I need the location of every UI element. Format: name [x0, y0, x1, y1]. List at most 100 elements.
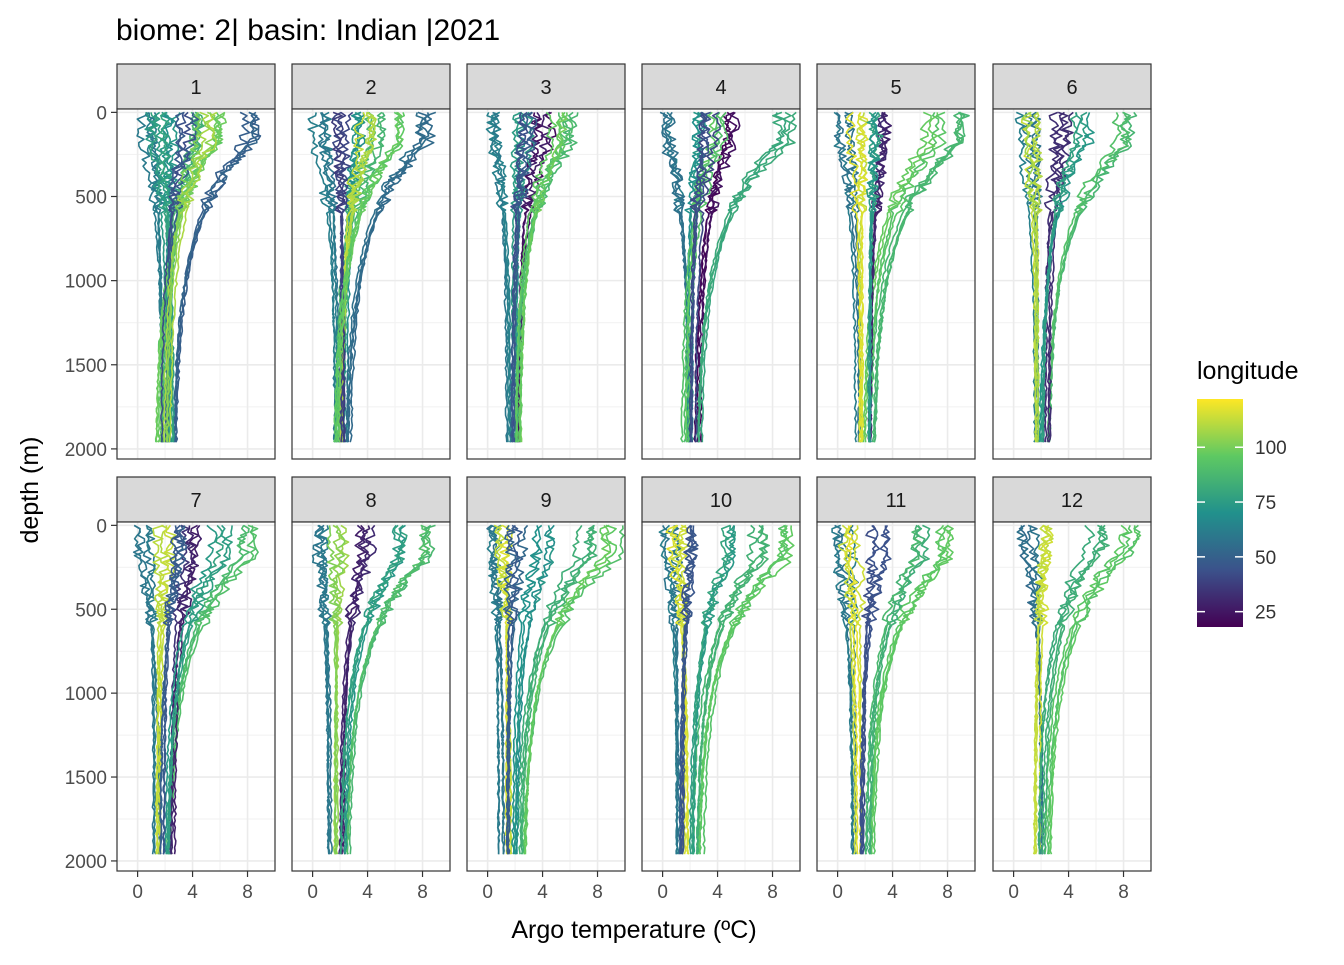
- profile-line: [868, 524, 946, 855]
- profile-line: [175, 111, 260, 443]
- panel-grid: [292, 522, 451, 871]
- profile-line: [326, 525, 340, 855]
- profile-line: [485, 112, 512, 443]
- legend-title: longitude: [1197, 357, 1298, 385]
- facet-panel: 9 0 4 8: [466, 476, 626, 903]
- profile-line: [522, 524, 618, 855]
- facet-panel: 5: [816, 63, 976, 460]
- profile-line: [861, 524, 878, 855]
- profile-line: [347, 112, 430, 443]
- profile-line: [509, 111, 538, 443]
- profile-line: [344, 112, 427, 443]
- profile-line: [1047, 524, 1129, 855]
- y-tick-label: 1500: [65, 356, 107, 377]
- facet-strip-label: 9: [540, 490, 551, 512]
- legend: longitude 25 50 75 100: [1197, 357, 1298, 627]
- facet-panel: 11 0 4 8: [816, 476, 976, 903]
- y-tick-label: 1500: [65, 768, 107, 789]
- profile-line: [339, 524, 406, 855]
- facet-panel: 3: [466, 63, 626, 460]
- x-tick-label: 4: [1063, 882, 1074, 903]
- panel-border: [466, 108, 626, 460]
- y-tick-label: 500: [75, 600, 107, 621]
- facet-strip-label: 1: [190, 77, 201, 99]
- x-tick-label: 8: [592, 882, 603, 903]
- panel-border: [992, 521, 1152, 872]
- profile-line: [837, 524, 857, 855]
- profile-line: [172, 111, 259, 443]
- profile-line: [520, 524, 598, 855]
- profile-lines: [485, 111, 579, 443]
- panel-background: [467, 109, 625, 459]
- facet-strip: [116, 63, 276, 110]
- facet-panel: 8 0 4 8: [291, 476, 451, 903]
- x-tick-label: 4: [187, 882, 198, 903]
- profile-line: [681, 525, 699, 855]
- profile-line: [1046, 112, 1132, 443]
- facet-strip-label: 5: [890, 77, 901, 99]
- profile-line: [698, 525, 790, 855]
- panel-background: [117, 522, 275, 871]
- profile-line: [158, 525, 177, 855]
- facet-strip: [816, 63, 976, 110]
- profile-line: [660, 524, 682, 855]
- profile-line: [1041, 112, 1083, 443]
- profile-line: [695, 525, 768, 855]
- x-tick-label: 4: [537, 882, 548, 903]
- profile-line: [1037, 524, 1096, 855]
- profile-line: [165, 111, 216, 443]
- facet-strip-label: 6: [1066, 77, 1077, 99]
- profile-line: [518, 524, 598, 855]
- y-tick-label: 2000: [65, 852, 107, 873]
- profile-line: [868, 524, 926, 855]
- facet-strip: [992, 63, 1152, 110]
- profile-line: [678, 525, 696, 855]
- profile-line: [856, 111, 870, 443]
- profile-line: [157, 112, 221, 443]
- colorbar-tick-label: 25: [1255, 603, 1276, 624]
- panel-border: [641, 521, 801, 872]
- profile-line: [694, 111, 721, 443]
- facet-panel: 7 0 500 1000 1500 2000 0 4 8: [65, 476, 276, 903]
- panel-grid: [467, 522, 626, 871]
- profile-line: [311, 524, 331, 855]
- panel-border: [291, 521, 451, 872]
- facet-panel: 4: [641, 63, 801, 460]
- facet-strip: [992, 476, 1152, 523]
- colorbar-tick-label: 75: [1255, 493, 1276, 514]
- x-tick-label: 0: [832, 882, 843, 903]
- profile-line: [689, 111, 712, 443]
- profile-line: [698, 524, 789, 855]
- profile-line: [314, 524, 333, 855]
- facet-strip: [466, 476, 626, 523]
- profile-line: [515, 524, 556, 855]
- profile-line: [867, 112, 880, 443]
- facet-strip-label: 8: [365, 490, 376, 512]
- profile-line: [307, 112, 338, 443]
- profile-line: [338, 524, 369, 855]
- facet-panel: 10 0 4 8: [641, 476, 801, 903]
- profile-line: [873, 111, 964, 443]
- profile-lines: [136, 111, 262, 443]
- colorbar: [1197, 399, 1243, 627]
- facet-strip-label: 11: [886, 490, 907, 512]
- facet-strip-label: 10: [710, 490, 732, 512]
- facet-strip: [641, 63, 801, 110]
- panel-background: [467, 522, 625, 871]
- colorbar-tick-label: 50: [1255, 548, 1276, 569]
- x-tick-label: 8: [1118, 882, 1129, 903]
- facet-strip: [291, 476, 451, 523]
- profile-line: [348, 524, 432, 855]
- profile-lines: [486, 524, 625, 855]
- profile-line: [870, 524, 955, 855]
- profile-lines: [1016, 524, 1142, 855]
- profile-line: [831, 524, 854, 855]
- chart-title: biome: 2| basin: Indian |2021: [116, 14, 500, 47]
- facet-strip-label: 7: [190, 490, 201, 512]
- panel-border: [116, 521, 276, 872]
- y-tick-label: 0: [96, 103, 107, 124]
- panel-border: [816, 108, 976, 460]
- profile-line: [1046, 111, 1065, 443]
